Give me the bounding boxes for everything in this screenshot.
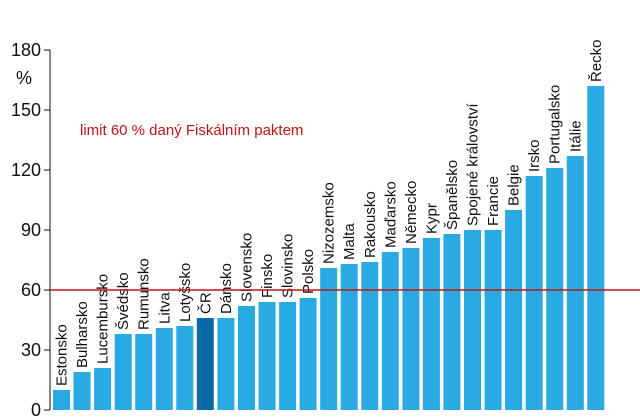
reference-line-label: limit 60 % daný Fiskálním paktem bbox=[80, 122, 303, 139]
bar bbox=[238, 306, 255, 410]
bar bbox=[299, 298, 317, 410]
y-axis-ticks: 0 30 60 90 120 150 180 bbox=[11, 40, 50, 420]
bar-category-label: Rumunsko bbox=[136, 258, 153, 330]
bar-category-label: Litva bbox=[156, 292, 173, 324]
bar-category-label: Estonsko bbox=[54, 324, 71, 386]
bar-category-label: Dánsko bbox=[218, 263, 235, 314]
bar bbox=[525, 176, 543, 410]
bar-labels-group: Estonsko Bulharsko Lucembursko Švédsko Rumun… bbox=[54, 39, 605, 386]
bar-category-label: Lotyšsko bbox=[177, 263, 194, 322]
bar bbox=[320, 268, 338, 410]
bar bbox=[73, 372, 91, 410]
bar-category-label: Maďarsko bbox=[382, 181, 399, 248]
bar-category-label: Francie bbox=[485, 176, 502, 226]
bar bbox=[258, 302, 276, 410]
bars-group bbox=[53, 86, 605, 410]
bar-category-label: ČR bbox=[197, 292, 214, 314]
bar-category-label: Rakousko bbox=[362, 191, 379, 258]
bar bbox=[279, 302, 297, 410]
bar bbox=[402, 248, 420, 410]
y-tick-label: 120 bbox=[11, 160, 41, 180]
bar-category-label: Bulharsko bbox=[74, 301, 91, 368]
bar bbox=[443, 234, 461, 410]
bar bbox=[505, 210, 523, 410]
y-tick-label: 60 bbox=[21, 280, 41, 300]
y-tick-label: 0 bbox=[31, 400, 41, 420]
bar bbox=[340, 264, 358, 410]
y-tick-label: 150 bbox=[11, 100, 41, 120]
bar bbox=[381, 252, 399, 410]
bar-category-label: Nizozemsko bbox=[321, 182, 338, 264]
bar-category-label: Německo bbox=[403, 181, 420, 244]
bar-category-label: Portugalsko bbox=[547, 85, 564, 164]
bar-category-label: Slovensko bbox=[239, 233, 256, 302]
bar-category-label: Polsko bbox=[300, 249, 317, 294]
bar-category-label: Belgie bbox=[506, 164, 523, 206]
bar bbox=[135, 334, 153, 410]
bar bbox=[464, 230, 481, 410]
bar bbox=[176, 326, 194, 410]
bar bbox=[196, 318, 214, 410]
bar-category-label: Malta bbox=[341, 223, 358, 260]
y-tick-label: 90 bbox=[21, 220, 41, 240]
bar-category-label: Švédsko bbox=[115, 272, 132, 330]
y-tick-label: 180 bbox=[11, 40, 41, 60]
bar-category-label: Španělsko bbox=[444, 160, 461, 230]
bar bbox=[94, 368, 112, 410]
bar-category-label: Lucembursko bbox=[95, 274, 112, 364]
bar bbox=[217, 318, 235, 410]
bar bbox=[546, 168, 564, 410]
y-axis-unit-label: % bbox=[16, 68, 32, 88]
bar-category-label: Spojené království bbox=[465, 103, 482, 226]
bar-category-label: Irsko bbox=[526, 139, 543, 172]
bar bbox=[155, 328, 173, 410]
bar-category-label: Kypr bbox=[423, 203, 440, 234]
bar-category-label: Itálie bbox=[567, 120, 584, 152]
bar bbox=[53, 390, 70, 410]
bar-category-label: Finsko bbox=[259, 254, 276, 298]
bar-category-label: Řecko bbox=[588, 39, 605, 82]
bar bbox=[422, 238, 440, 410]
bar bbox=[484, 230, 502, 410]
bar bbox=[587, 86, 605, 410]
y-tick-label: 30 bbox=[21, 340, 41, 360]
bar bbox=[361, 262, 379, 410]
bar bbox=[566, 156, 584, 410]
bar bbox=[114, 334, 132, 410]
bar-category-label: Slovinsko bbox=[280, 234, 297, 298]
